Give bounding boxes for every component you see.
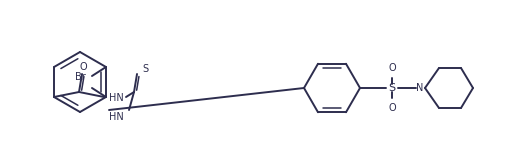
Text: HN: HN: [109, 112, 124, 122]
Text: HN: HN: [109, 93, 124, 103]
Text: O: O: [388, 63, 396, 73]
Text: N: N: [416, 83, 423, 93]
Text: S: S: [142, 64, 148, 74]
Text: S: S: [388, 83, 396, 93]
Text: O: O: [79, 62, 87, 72]
Text: Br: Br: [75, 72, 85, 82]
Text: O: O: [388, 103, 396, 113]
